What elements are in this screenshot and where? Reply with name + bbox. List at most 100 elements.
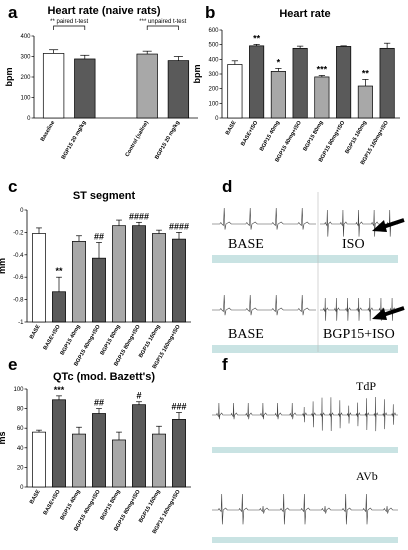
comparison-bracket	[146, 25, 179, 30]
bar	[249, 45, 265, 119]
panel-letter-c: c	[8, 177, 17, 196]
category-label: BASE	[225, 120, 238, 137]
panel-letter-a: a	[8, 3, 18, 22]
test-annotation: ** paired t-test	[50, 19, 88, 25]
bar	[32, 233, 46, 323]
ecg-label-iso: ISO	[342, 237, 365, 252]
panel-letter-e: e	[8, 355, 17, 374]
ecg-strip-2	[212, 345, 398, 353]
arrow-icon	[372, 306, 405, 320]
chart-heart-rate: Heart rate bpm 0 100 200 300 400 500 600 BASE ** BA…	[192, 8, 400, 166]
y-tick-label: 600	[208, 28, 219, 34]
arrow-icon	[372, 218, 405, 232]
significance-marker: **	[362, 68, 370, 78]
y-tick-label: -0.8	[13, 298, 24, 304]
chart-title: ST segment	[73, 190, 136, 202]
category-label: BGP15 80mg	[302, 120, 324, 152]
category-label: BASE+ISO	[43, 488, 63, 516]
chart-heart-rate-naive: Heart rate (naive rats) bpm 0 100 200 300 400 B…	[4, 5, 198, 161]
ecg-label-tdp: TdP	[356, 379, 376, 393]
bar	[74, 58, 96, 119]
bar	[112, 439, 126, 488]
bar	[379, 47, 395, 119]
category-label: BGP15 20 mg/kg	[61, 120, 88, 161]
y-tick-label: 0	[215, 116, 219, 122]
chart-qtc: QTc (mod. Bazett's) ms 0 20 40 60 80 100 BASE ***…	[0, 371, 191, 535]
ecg-label-base-1: BASE	[228, 237, 264, 252]
ecg-trace-base-iso	[212, 207, 398, 237]
bar	[172, 419, 186, 488]
category-label: BGP15 20 mg/kg	[154, 120, 181, 161]
ecg-label-base-2: BASE	[228, 327, 264, 342]
y-tick-label: 400	[20, 34, 31, 40]
y-tick-label: 0	[20, 485, 24, 491]
y-tick-label: 100	[13, 387, 24, 393]
category-label: BASE+ISO	[240, 119, 260, 147]
y-tick-label: 40	[17, 446, 24, 452]
category-label: BASE	[29, 324, 42, 341]
significance-marker: ####	[169, 221, 189, 231]
bar	[172, 238, 186, 323]
category-label: BGP15 160mg	[138, 489, 162, 524]
category-label: Baseline	[40, 120, 57, 143]
y-axis-label: ms	[0, 431, 7, 444]
significance-marker: #	[136, 391, 141, 401]
y-tick-label: 300	[20, 55, 31, 61]
ecg-strip-1	[212, 255, 398, 263]
ecg-strip-3	[212, 447, 398, 453]
ecg-strip-4	[212, 537, 398, 543]
category-label: BGP15 160mg	[138, 324, 162, 359]
y-tick-label: 400	[208, 57, 219, 63]
panel-letter-f: f	[222, 355, 228, 374]
ecg-label-bgp15-iso: BGP15+ISO	[323, 327, 395, 342]
y-tick-label: 100	[208, 101, 219, 107]
significance-marker: *	[277, 57, 281, 67]
comparison-bracket	[53, 25, 86, 30]
bar	[42, 53, 65, 119]
y-tick-label: 60	[17, 426, 24, 432]
y-tick-label: 500	[208, 43, 219, 49]
test-annotation: *** unpaired t-test	[139, 19, 186, 25]
bar	[152, 233, 166, 323]
category-label: BASE	[29, 489, 42, 506]
y-tick-label: -0.6	[13, 275, 24, 281]
category-label: BGP15 40mg	[259, 120, 281, 152]
bar	[112, 225, 126, 323]
bar	[336, 46, 352, 119]
y-tick-label: -0.2	[13, 230, 24, 236]
bar	[132, 225, 146, 323]
y-tick-label: -0.4	[13, 253, 24, 259]
bar	[132, 404, 146, 488]
y-tick-label: -1	[18, 320, 24, 326]
category-label: BGP15 40mg	[60, 324, 82, 356]
y-axis-label: bpm	[192, 65, 202, 84]
bar	[167, 60, 190, 119]
panel-letter-b: b	[205, 3, 215, 22]
significance-marker: ***	[317, 64, 328, 74]
chart-title: QTc (mod. Bazett's)	[53, 371, 155, 383]
bar	[270, 71, 286, 119]
ecg-trace-tdp	[212, 397, 398, 432]
bar	[152, 433, 166, 488]
chart-title: Heart rate (naive rats)	[47, 5, 160, 17]
y-axis-label: mm	[0, 258, 7, 274]
category-label: Control (saline)	[125, 120, 150, 158]
significance-marker: ##	[94, 231, 104, 241]
ecg-panel-d: BASE ISO BASE BGP15+ISO	[212, 192, 405, 353]
y-tick-label: 200	[208, 87, 219, 93]
bar	[52, 291, 66, 323]
significance-marker: ##	[94, 398, 104, 408]
category-label: BASE+ISO	[43, 323, 63, 351]
y-axis-label: bpm	[4, 68, 14, 87]
bar	[32, 431, 46, 488]
ecg-label-avb: AVb	[356, 469, 378, 483]
bar	[136, 53, 158, 119]
y-tick-label: 300	[208, 72, 219, 78]
chart-st-segment: ST segment mm 0 -0.2 -0.4 -0.6 -0.8 -1 BASE ** BAS…	[0, 190, 191, 370]
bar	[292, 47, 308, 119]
panel-letter-d: d	[222, 177, 232, 196]
y-tick-label: 80	[17, 407, 24, 413]
y-tick-label: 100	[20, 96, 31, 102]
category-label: BGP15 40mg	[60, 489, 82, 521]
